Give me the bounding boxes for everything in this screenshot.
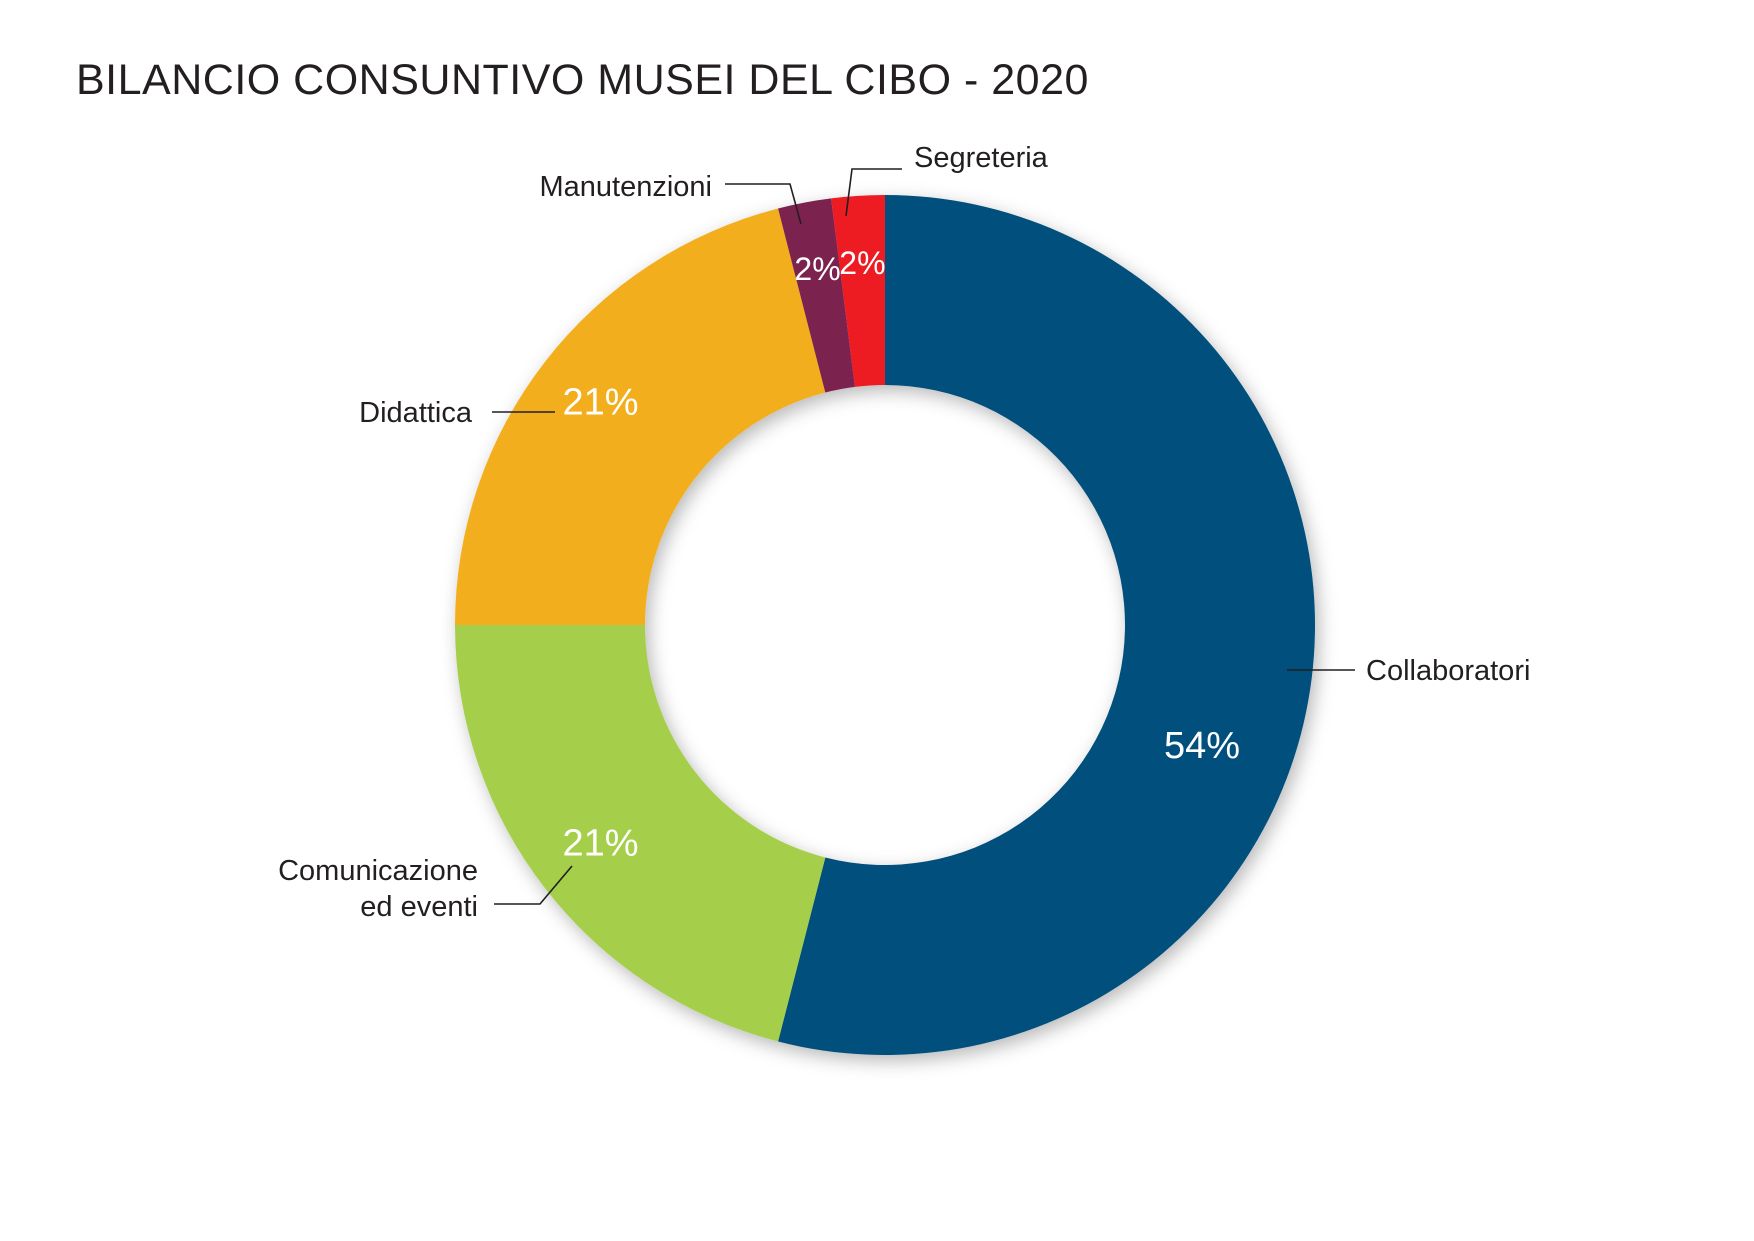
value-label-segreteria: 2% [839,245,885,281]
slice-comunicazione-ed-eventi [455,625,826,1042]
slice-segreteria [831,195,885,387]
slice-didattica [455,208,826,625]
category-label-collaboratori: Collaboratori [1366,655,1530,687]
value-label-collaboratori: 54% [1164,725,1240,767]
leader-line-comunicazione-ed-eventi [494,865,573,905]
chart-title: BILANCIO CONSUNTIVO MUSEI DEL CIBO - 202… [76,56,1089,104]
value-label-manutenzioni: 2% [794,251,840,287]
donut-slices [455,195,1316,1055]
donut-labels: 54% Collaboratori 21% Comunicazione ed event… [278,142,1530,923]
category-label-didattica: Didattica [359,397,473,429]
leader-line-segreteria [845,168,902,217]
slice-collaboratori [778,195,1316,1055]
category-label-segreteria: Segreteria [914,142,1049,174]
value-label-didattica: 21% [563,381,639,423]
value-label-comunicazione-ed-eventi: 21% [563,823,639,865]
category-label-manutenzioni: Manutenzioni [540,171,713,203]
category-label-comunicazione-ed-eventi: Comunicazione ed eventi [278,855,478,923]
slice-manutenzioni [778,198,855,393]
leader-line-manutenzioni [725,183,802,225]
